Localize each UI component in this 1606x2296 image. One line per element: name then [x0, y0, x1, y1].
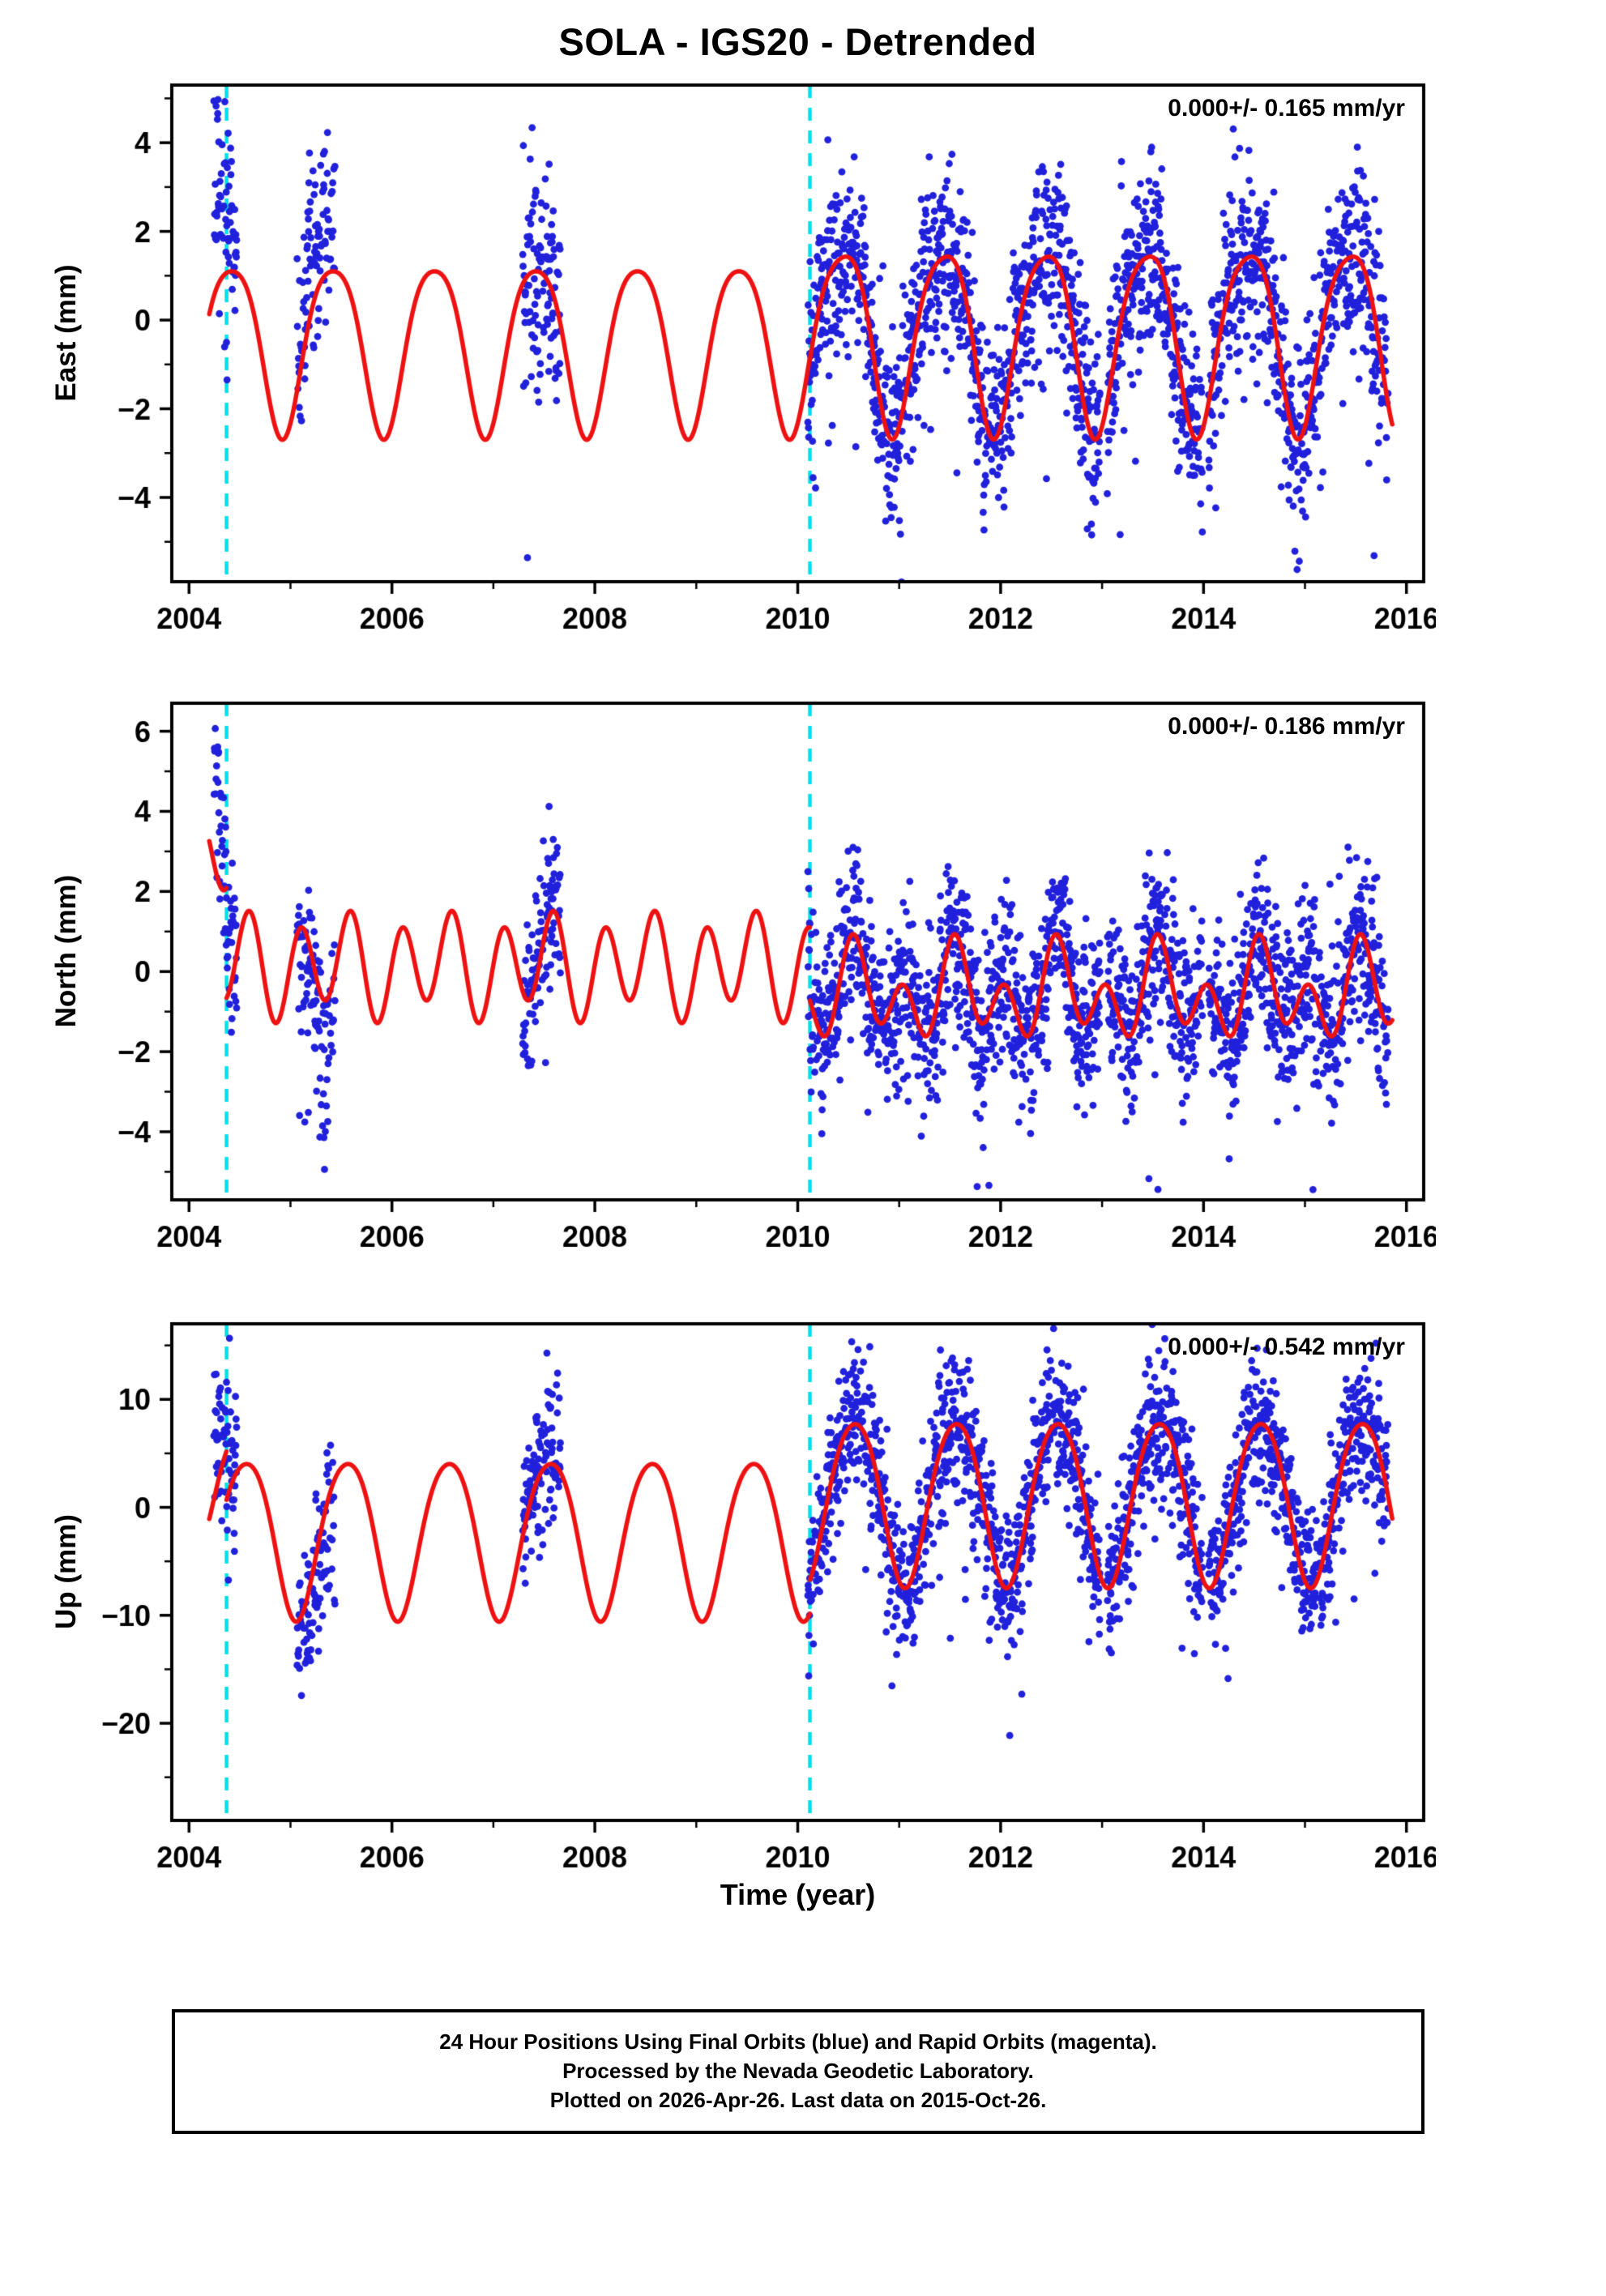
caption-line-1: 24 Hour Positions Using Final Orbits (bl…: [439, 2029, 1157, 2054]
east-plot-canvas: [34, 77, 1436, 644]
caption-box: 24 Hour Positions Using Final Orbits (bl…: [172, 2009, 1424, 2134]
north-plot-canvas: [34, 695, 1436, 1262]
caption-line-3: Plotted on 2026-Apr-26. Last data on 201…: [549, 2088, 1047, 2112]
north-rate-annotation: 0.000+/- 0.186 mm/yr: [1168, 713, 1405, 740]
x-axis-label: Time (year): [720, 1878, 876, 1911]
up-axis-label: Up (mm): [50, 1514, 82, 1629]
figure-title: SOLA - IGS20 - Detrended: [558, 20, 1037, 63]
up-rate-annotation: 0.000+/- 0.542 mm/yr: [1168, 1334, 1405, 1360]
caption-line-2: Processed by the Nevada Geodetic Laborat…: [562, 2059, 1034, 2083]
north-axis-label: North (mm): [50, 874, 82, 1028]
east-axis-label: East (mm): [50, 264, 82, 402]
east-rate-annotation: 0.000+/- 0.165 mm/yr: [1168, 95, 1405, 122]
up-plot-canvas: [34, 1316, 1436, 1883]
